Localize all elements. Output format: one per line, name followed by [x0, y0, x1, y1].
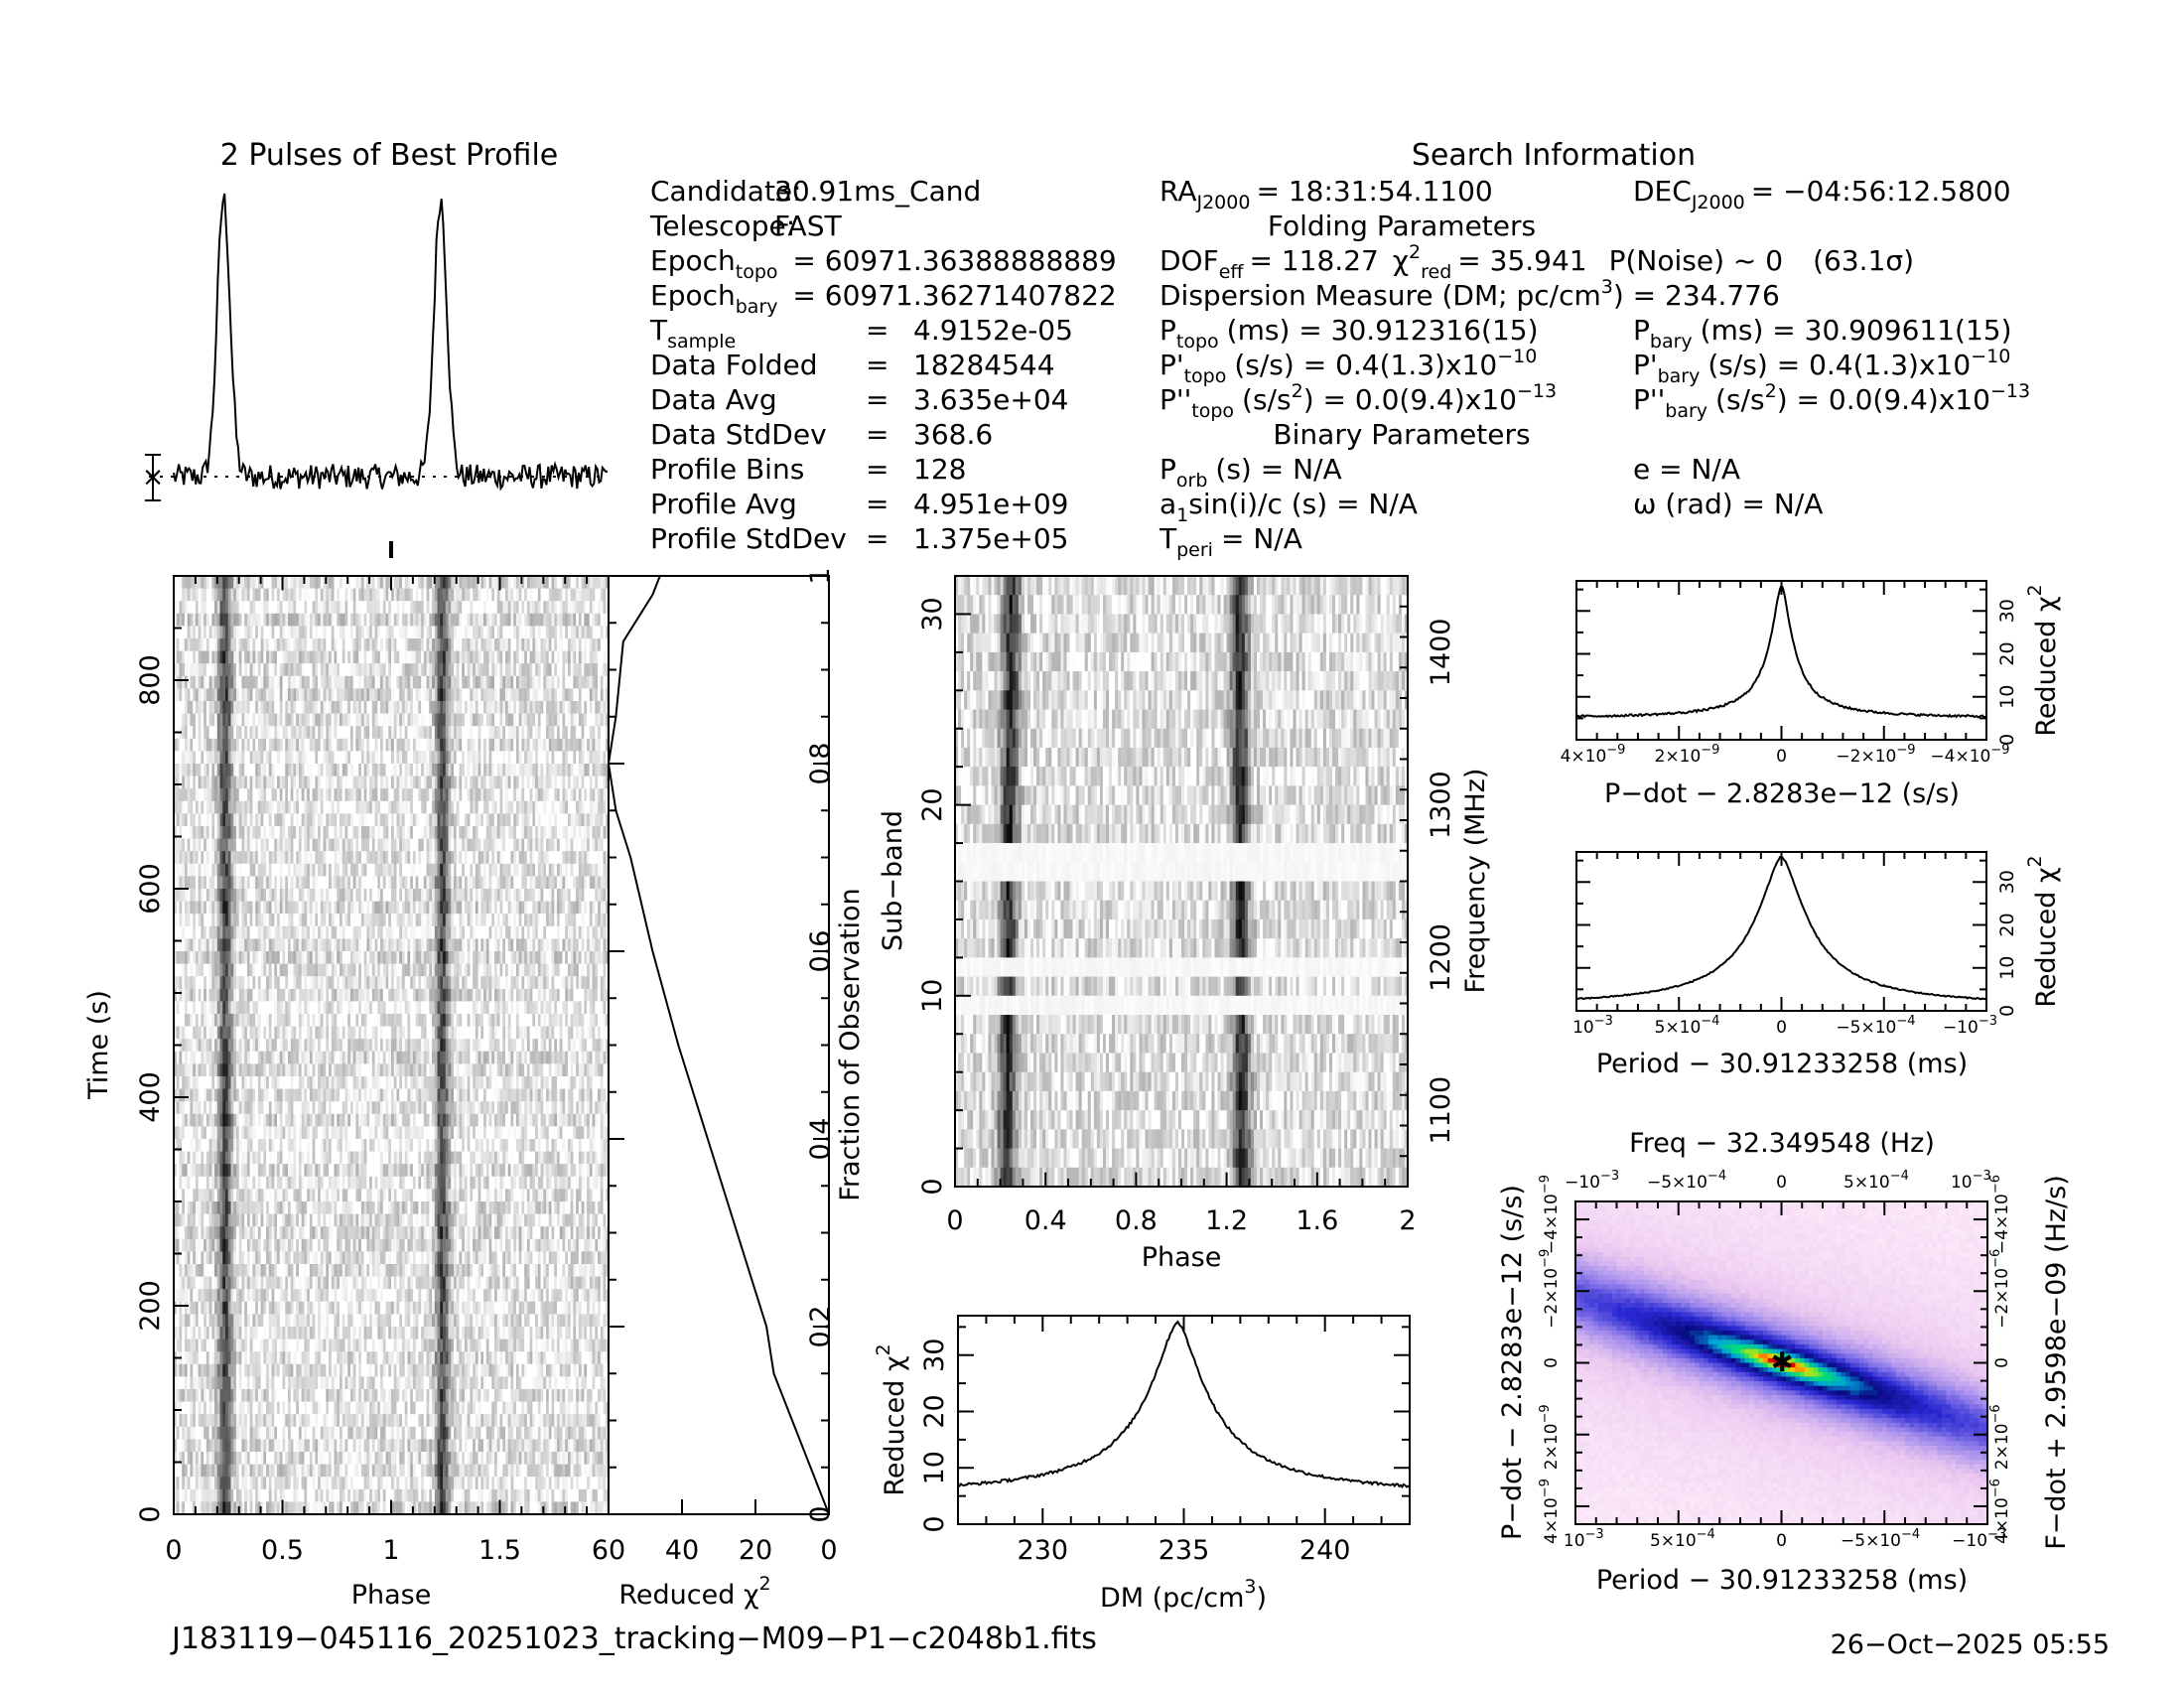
error-bar-marker: ×	[142, 462, 165, 493]
info-row-value: 368.6	[913, 418, 993, 451]
omega-line: ω (rad) = N/A	[1633, 488, 1823, 520]
a1sini-line: a1sin(i)/c (s) = N/A	[1160, 488, 1418, 526]
info-row-eq: =	[866, 383, 888, 416]
info-column-1: Candidate:30.91ms_CandTelescope:FASTEpoc…	[649, 175, 1117, 555]
tperi-line: Tperi= N/A	[1159, 522, 1302, 561]
info-row-eq: =	[866, 522, 888, 555]
ra-line: RAJ2000= 18:31:54.1100	[1160, 175, 1493, 213]
info-row-eq: =	[866, 418, 888, 451]
info-row-label: Data Folded	[650, 349, 818, 381]
info-row-value: FAST	[774, 210, 842, 242]
pbary-line: Pbary(ms) = 30.909611(15)	[1633, 314, 2012, 352]
info-row-label: Profile Avg	[650, 488, 797, 520]
search-info-title: Search Information	[1412, 138, 1696, 173]
info-row-label: Data Avg	[650, 383, 777, 416]
best-profile-curve	[174, 194, 608, 490]
binary-params-title: Binary Parameters	[1273, 418, 1530, 451]
info-row-label: Profile Bins	[650, 453, 804, 486]
ptopo-line: Ptopo(ms) = 30.912316(15)	[1160, 314, 1539, 352]
profile-title: 2 Pulses of Best Profile	[220, 138, 559, 173]
folding-params-title: Folding Parameters	[1268, 210, 1536, 242]
info-row-label: Profile StdDev	[650, 522, 847, 555]
info-row-value: 4.951e+09	[913, 488, 1068, 520]
info-row-label: Tsample	[649, 314, 736, 352]
info-row-value: 128	[913, 453, 966, 486]
info-row-eq: =	[866, 453, 888, 486]
info-row-eq: =	[866, 488, 888, 520]
time-phase-image	[174, 576, 610, 1515]
best-profile-plot: ×	[142, 194, 608, 558]
info-row-value: 3.635e+04	[913, 383, 1068, 416]
info-row-label: Epochbary = 60971.36271407822	[650, 279, 1117, 318]
info-row-value: 30.91ms_Cand	[774, 175, 981, 208]
search-information: Search Information Candidate:30.91ms_Can…	[649, 138, 2030, 561]
info-row-eq: =	[866, 349, 888, 381]
porb-line: Porb(s) = N/A	[1160, 453, 1342, 492]
ecc-line: e = N/A	[1633, 453, 1740, 486]
info-row-value: 1.375e+05	[913, 522, 1068, 555]
dec-line: DECJ2000= −04:56:12.5800	[1633, 175, 2011, 213]
info-row-label: Data StdDev	[650, 418, 827, 451]
info-row-value: 4.9152e-05	[913, 314, 1073, 347]
info-row-eq: =	[866, 314, 888, 347]
info-row-label: Epochtopo = 60971.36388888889	[650, 244, 1117, 283]
info-row-value: 18284544	[913, 349, 1055, 381]
dm-line: Dispersion Measure (DM; pc/cm3) = 234.77…	[1160, 276, 1780, 312]
